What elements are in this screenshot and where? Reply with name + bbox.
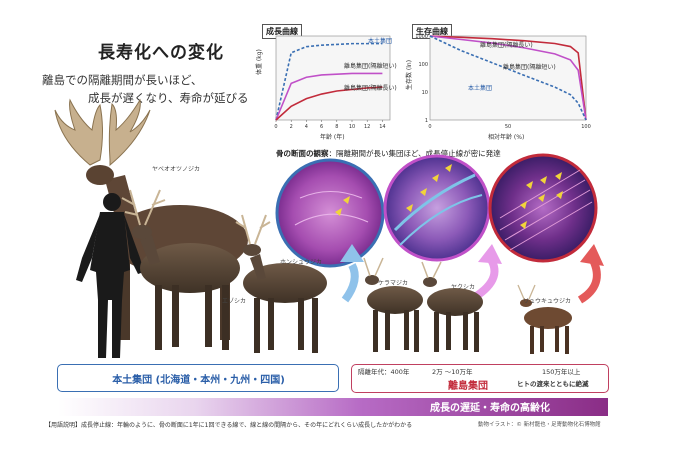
island-group-box xyxy=(351,364,609,393)
survival-y-tick-label: 1 xyxy=(425,118,428,124)
species-label-ryukyu: リュウキュウジカ xyxy=(523,298,572,305)
deer-kerama xyxy=(363,257,423,352)
lead-line-2: 成長が遅くなり、寿命が延びる xyxy=(88,91,249,105)
growth-chart-plot: 0 2 4 6 8 10 12 14 xyxy=(274,35,391,130)
bone-section-mainland xyxy=(275,158,385,268)
growth-x-tick-label: 12 xyxy=(364,124,370,130)
growth-x-tick-label: 2 xyxy=(290,124,293,130)
growth-legend-island-short: 離島集団(隔離短い) xyxy=(344,63,397,70)
growth-plot-area xyxy=(275,35,391,121)
survival-plot-area xyxy=(429,35,587,121)
survival-series-line-0 xyxy=(429,35,587,121)
growth-series-line-1 xyxy=(275,72,383,121)
species-label-yabe: ヤベオオツノジカ xyxy=(152,166,201,173)
lead-line-1: 離島での隔離期間が長いほど、 xyxy=(42,73,203,87)
survival-y-tick-label: 10 xyxy=(422,90,428,96)
growth-series-line-0 xyxy=(275,42,383,121)
species-label-ezo: エゾシカ xyxy=(222,298,247,305)
growth-x-tick-label: 6 xyxy=(320,124,323,130)
survival-legend-island-short: 離島集団(隔離短い) xyxy=(503,64,556,71)
growth-legend-mainland: 本土集団 xyxy=(368,38,393,45)
growth-x-tick-label: 0 xyxy=(274,124,277,130)
deer-ezo xyxy=(121,189,240,350)
mainland-group-box xyxy=(57,364,339,392)
survival-series-line-2 xyxy=(429,35,587,121)
arrow-island-long xyxy=(577,258,601,304)
growth-x-tick-label: 8 xyxy=(335,124,338,130)
growth-series-line-2 xyxy=(275,86,383,121)
deer-yaku xyxy=(421,261,483,352)
human-silhouette xyxy=(76,193,144,358)
growth-x-tick-label: 4 xyxy=(305,124,308,130)
species-label-honshu: ホンシュウジカ xyxy=(280,259,323,266)
arrow-mainland xyxy=(341,263,359,303)
arrow-island-short xyxy=(467,255,499,304)
survival-legend-mainland: 本土集団 xyxy=(468,85,493,92)
growth-chart-xlabel: 年齢 (年) xyxy=(320,134,345,141)
bone-section-island-long xyxy=(488,153,598,263)
page-title: 長寿化への変化 xyxy=(98,43,224,63)
bone-section-title: 骨の断面の観察：隔離期間が長い集団ほど、成長停止線が密に発達 xyxy=(276,148,501,159)
survival-chart-xlabel: 相対年齢 (%) xyxy=(488,134,525,141)
growth-chart-ylabel: 体重 (kg) xyxy=(256,49,263,75)
island-period-mid: 2万 〜10万年 xyxy=(432,368,473,376)
island-group-label: 離島集団 xyxy=(448,381,488,392)
growth-chart: 成長曲線 0 2 4 6 8 10 12 14 体重 (kg) 年齢 (年) 本土集団 離島集… xyxy=(256,20,400,141)
island-period-long: 150万年以上 xyxy=(542,368,581,376)
survival-y-tick-label: 1000 xyxy=(415,34,428,40)
trend-band xyxy=(58,398,608,416)
deer-honshu xyxy=(235,214,327,353)
bone-section-title-main: 骨の断面の観察 xyxy=(276,149,329,158)
illustration-credit: 動物イラスト：© 新村龍也・足寄動物化石博物館 xyxy=(478,422,601,428)
survival-chart: 生存曲線 1000 100 10 1 0 50 100 生存数 (ln) 相対年齢 (%) … xyxy=(406,20,598,141)
growth-x-tick-label: 14 xyxy=(379,124,385,130)
footnote: 【用語説明】成長停止線：年輪のように、骨の断面に1年に1回できる線で、線と線の間… xyxy=(45,422,413,429)
survival-chart-ylabel: 生存数 (ln) xyxy=(406,59,413,90)
trend-band-text: 成長の遅延・寿命の高齢化 xyxy=(430,403,550,414)
survival-legend-island-long: 離島集団(隔離長い) xyxy=(480,42,533,49)
survival-chart-plot: 1000 100 10 10 50 100 xyxy=(415,34,591,130)
survival-y-tick-label: 100 xyxy=(418,62,428,68)
species-label-yakushika: ヤクシカ xyxy=(451,284,476,291)
survival-x-tick-label: 0 xyxy=(428,124,431,130)
island-period-label: 隔離年代：400年 xyxy=(358,368,410,376)
bone-section-island-short xyxy=(383,154,491,262)
survival-series-line-1 xyxy=(429,35,587,121)
species-label-kerama: ケラマジカ xyxy=(378,280,409,287)
bone-section-note: ：隔離期間が長い集団ほど、成長停止線が密に発達 xyxy=(328,149,501,158)
island-extinct-note: ヒトの渡来とともに絶滅 xyxy=(517,380,589,388)
survival-x-tick-label: 100 xyxy=(581,124,591,130)
growth-x-tick-label: 10 xyxy=(349,124,355,130)
growth-legend-island-long: 離島集団(隔離長い) xyxy=(344,85,397,92)
deer-yabe xyxy=(54,98,248,340)
survival-x-tick-label: 50 xyxy=(505,124,511,130)
mainland-group-label: 本土集団 (北海道・本州・九州・四国) xyxy=(112,375,285,386)
